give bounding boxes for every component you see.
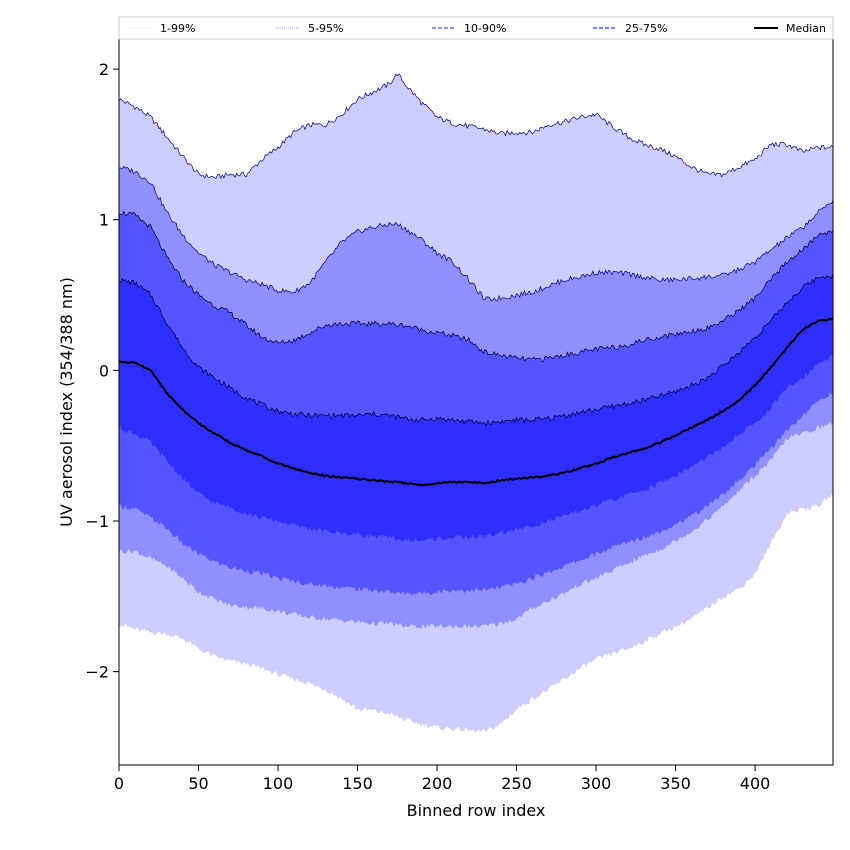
legend: 1-99% 5-95% 10-90% 25-75% Median xyxy=(118,16,834,40)
x-axis-ticks: 0 50 100 150 200 250 300 350 400 xyxy=(114,765,770,793)
y-axis-label: UV aerosol index (354/388 nm) xyxy=(57,277,76,527)
x-tick-label: 400 xyxy=(740,774,771,793)
median-line-group xyxy=(118,317,834,487)
legend-label: 25-75% xyxy=(625,22,667,35)
legend-label: 1-99% xyxy=(160,22,195,35)
band-upper-edge-25-75 xyxy=(118,274,834,427)
y-tick-label: 2 xyxy=(99,60,109,79)
band-upper-edge-5-95 xyxy=(118,165,834,302)
x-tick-label: 50 xyxy=(188,774,208,793)
x-tick-label: 100 xyxy=(263,774,294,793)
x-tick-label: 200 xyxy=(422,774,453,793)
y-tick-label: −1 xyxy=(85,512,109,531)
legend-label: 5-95% xyxy=(308,22,343,35)
x-tick-label: 350 xyxy=(660,774,691,793)
band-upper-edge-1-99 xyxy=(118,73,834,180)
y-tick-label: −2 xyxy=(85,663,109,682)
x-tick-label: 150 xyxy=(342,774,373,793)
x-tick-label: 250 xyxy=(501,774,532,793)
band-edge-lines xyxy=(118,73,834,427)
legend-label: Median xyxy=(786,22,826,35)
y-tick-label: 0 xyxy=(99,361,109,380)
y-axis-ticks: 2 1 0 −1 −2 xyxy=(85,60,119,682)
y-tick-label: 1 xyxy=(99,211,109,230)
band-25-to-75 xyxy=(119,274,833,544)
x-tick-label: 300 xyxy=(581,774,612,793)
percentile-bands xyxy=(119,73,833,734)
band-upper-edge-10-90 xyxy=(118,210,834,362)
legend-box xyxy=(118,16,834,40)
x-tick-label: 0 xyxy=(114,774,124,793)
median-line xyxy=(118,317,834,487)
x-axis-label: Binned row index xyxy=(407,801,546,820)
legend-label: 10-90% xyxy=(464,22,506,35)
